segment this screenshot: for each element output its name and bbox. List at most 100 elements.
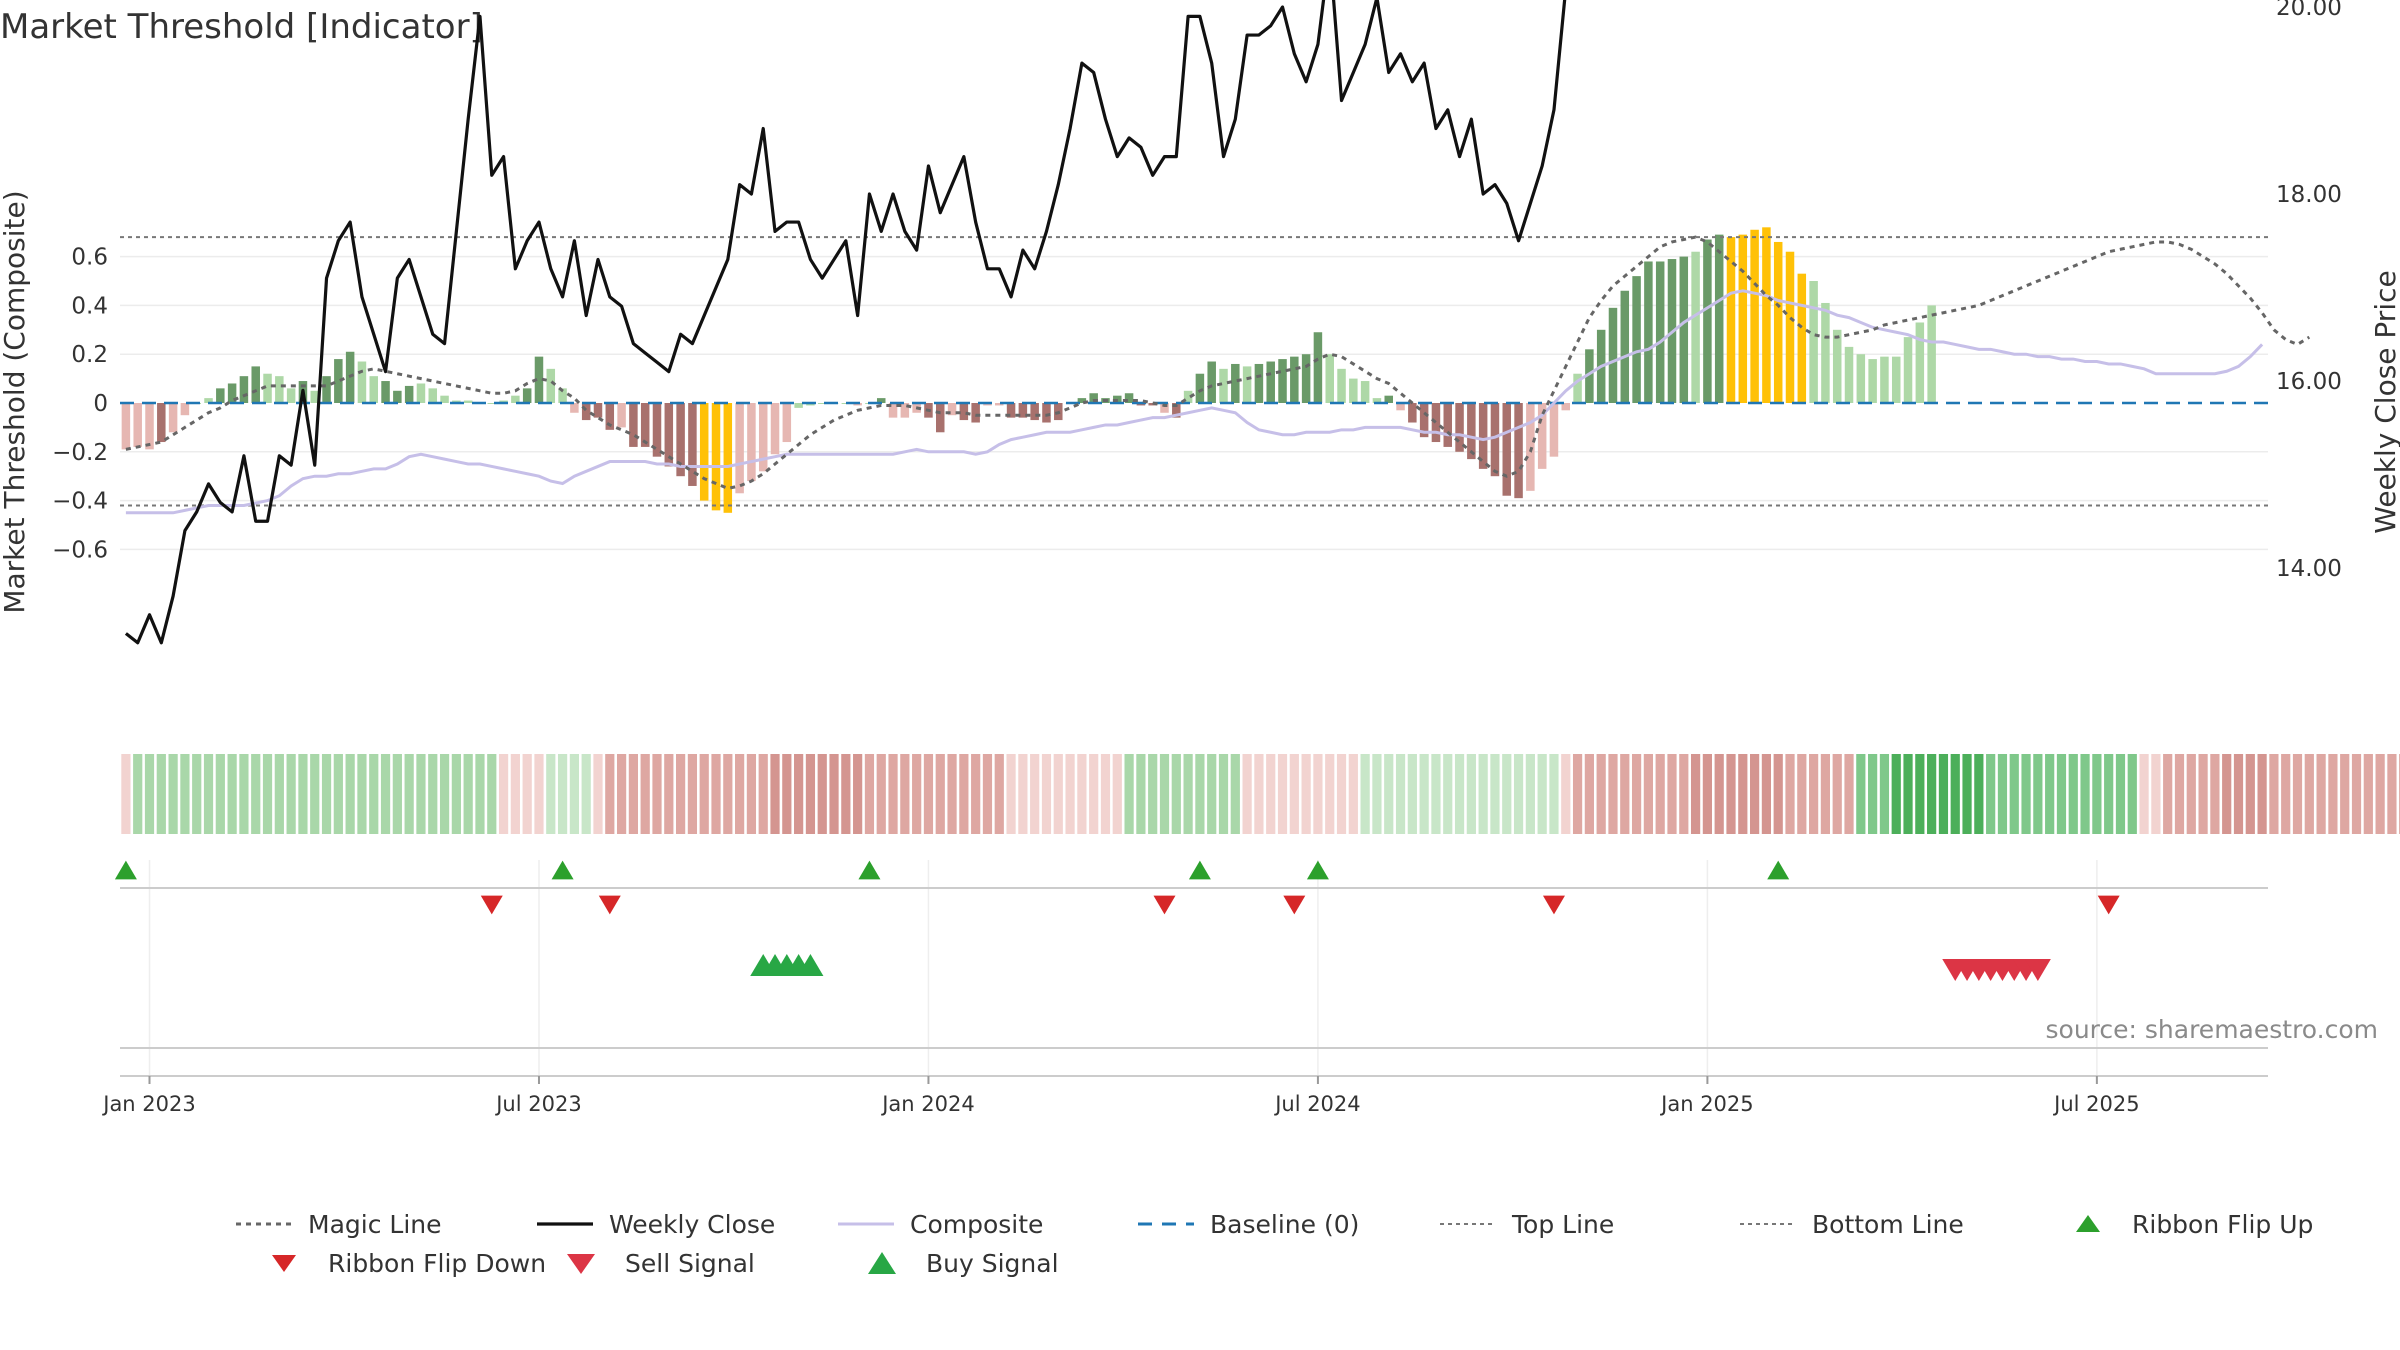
composite-bar-122 <box>1561 403 1571 411</box>
ribbon-cell-63 <box>864 754 875 834</box>
ribbon-cell-64 <box>876 754 886 834</box>
ribbon-cell-124 <box>1584 754 1594 834</box>
ribbon-cell-164 <box>2056 754 2067 834</box>
composite-bar-91 <box>1195 373 1205 403</box>
ribbon-flip-up-4 <box>1306 860 1329 880</box>
composite-bar-153 <box>1927 305 1936 403</box>
composite-bar-108 <box>1396 403 1405 411</box>
composite-bar-126 <box>1608 307 1618 403</box>
composite-bar-13 <box>275 376 284 403</box>
ribbon-cell-112 <box>1443 754 1453 834</box>
composite-bar-143 <box>1809 281 1818 403</box>
date-tick-3: Jul 2024 <box>1273 1092 1360 1116</box>
ribbon-cell-50 <box>711 754 721 834</box>
ribbon-cell-125 <box>1596 754 1606 834</box>
composite-bar-99 <box>1290 356 1299 403</box>
ribbon-cell-2 <box>144 754 155 834</box>
composite-bar-52 <box>735 403 744 494</box>
ribbon-flip-up-2 <box>858 860 881 880</box>
ribbon-cell-170 <box>2127 754 2137 834</box>
composite-bar-103 <box>1337 368 1346 403</box>
ribbon-cell-80 <box>1065 754 1075 834</box>
composite-bar-65 <box>888 403 898 418</box>
ribbon-cell-43 <box>628 754 638 834</box>
ribbon-cell-98 <box>1277 754 1288 834</box>
composite-bar-147 <box>1856 354 1866 403</box>
legend-label-magic: Magic Line <box>308 1210 442 1239</box>
composite-bar-117 <box>1502 403 1512 496</box>
ribbon-cell-155 <box>1950 754 1960 834</box>
ribbon-cell-36 <box>546 754 556 834</box>
date-tick-2: Jan 2024 <box>880 1092 975 1116</box>
ribbon-cell-33 <box>510 754 520 834</box>
composite-bar-96 <box>1254 363 1264 403</box>
composite-bar-123 <box>1573 373 1582 403</box>
composite-bar-50 <box>711 403 721 511</box>
right-tick-6: 14.00 <box>2276 556 2342 582</box>
ribbon-cell-67 <box>912 754 922 834</box>
ribbon-cell-23 <box>392 754 402 834</box>
signal-panels <box>114 860 2268 1049</box>
ribbon-cell-71 <box>959 754 969 834</box>
composite-bar-78 <box>1042 403 1051 423</box>
composite-bar-51 <box>723 403 733 513</box>
ribbon-cell-14 <box>286 754 296 834</box>
ribbon-cell-113 <box>1454 754 1465 834</box>
composite-bar-136 <box>1726 237 1736 403</box>
composite-bar-40 <box>593 403 603 418</box>
ribbon-cell-135 <box>1714 754 1724 834</box>
magic-line <box>125 235 2311 490</box>
composite-bar-140 <box>1773 241 1783 403</box>
composite-bar-49 <box>699 403 709 501</box>
composite-bar-56 <box>782 403 792 443</box>
composite-bar-43 <box>629 403 638 447</box>
ribbon-cell-86 <box>1136 754 1146 834</box>
ribbon-cell-29 <box>463 754 473 834</box>
left-tick-4: −0.2 <box>52 440 108 466</box>
ribbon-cell-159 <box>1997 754 2008 834</box>
composite-bar-24 <box>404 385 414 403</box>
ribbon-cell-168 <box>2104 754 2114 834</box>
chart-title: Market Threshold [Indicator] <box>0 7 483 47</box>
legend-label-composite: Composite <box>910 1210 1043 1239</box>
ribbon-cell-76 <box>1018 754 1028 834</box>
composite-bar-138 <box>1750 229 1759 403</box>
composite-bar-151 <box>1903 337 1913 403</box>
ribbon-cell-42 <box>616 754 627 834</box>
left-tick-1: 0.4 <box>71 293 108 319</box>
ribbon-cell-173 <box>2163 754 2173 834</box>
composite-bar-2 <box>145 403 154 450</box>
ribbon-cell-160 <box>2009 754 2019 834</box>
ribbon-cell-139 <box>1761 754 1772 834</box>
composite-bar-110 <box>1419 403 1429 438</box>
composite-bar-35 <box>534 356 544 403</box>
ribbon-cell-134 <box>1702 754 1712 834</box>
composite-bar-55 <box>770 403 780 455</box>
composite-bar-37 <box>558 388 567 403</box>
left-tick-5: −0.4 <box>52 489 108 515</box>
composite-bar-104 <box>1349 378 1358 403</box>
composite-bar-27 <box>440 395 449 403</box>
ribbon-cell-151 <box>1903 754 1913 834</box>
composite-bar-12 <box>263 373 272 403</box>
ribbon-cell-85 <box>1124 754 1134 834</box>
ribbon-cell-79 <box>1053 754 1063 834</box>
ribbon-cell-7 <box>203 754 214 834</box>
ribbon-cell-0 <box>121 754 131 834</box>
ribbon-cell-118 <box>1513 754 1524 834</box>
legend-label-buy: Buy Signal <box>926 1249 1059 1278</box>
composite-bar-72 <box>971 403 980 423</box>
legend-label-sell: Sell Signal <box>625 1249 755 1278</box>
left-axis-ticks: 0.6 0.4 0.2 0 −0.2 −0.4 −0.6 <box>52 245 108 564</box>
composite-bar-105 <box>1360 381 1370 403</box>
date-tick-0: Jan 2023 <box>101 1092 196 1116</box>
ribbon-cell-26 <box>428 754 438 834</box>
composite-bar-14 <box>286 388 296 403</box>
ribbon-cell-102 <box>1325 754 1335 834</box>
ribbon-cell-110 <box>1419 754 1429 834</box>
composite-bar-121 <box>1549 403 1559 457</box>
ribbon-cell-91 <box>1195 754 1205 834</box>
composite-bar-127 <box>1620 290 1630 403</box>
composite-bar-31 <box>487 403 497 404</box>
composite-bar-92 <box>1207 361 1216 403</box>
